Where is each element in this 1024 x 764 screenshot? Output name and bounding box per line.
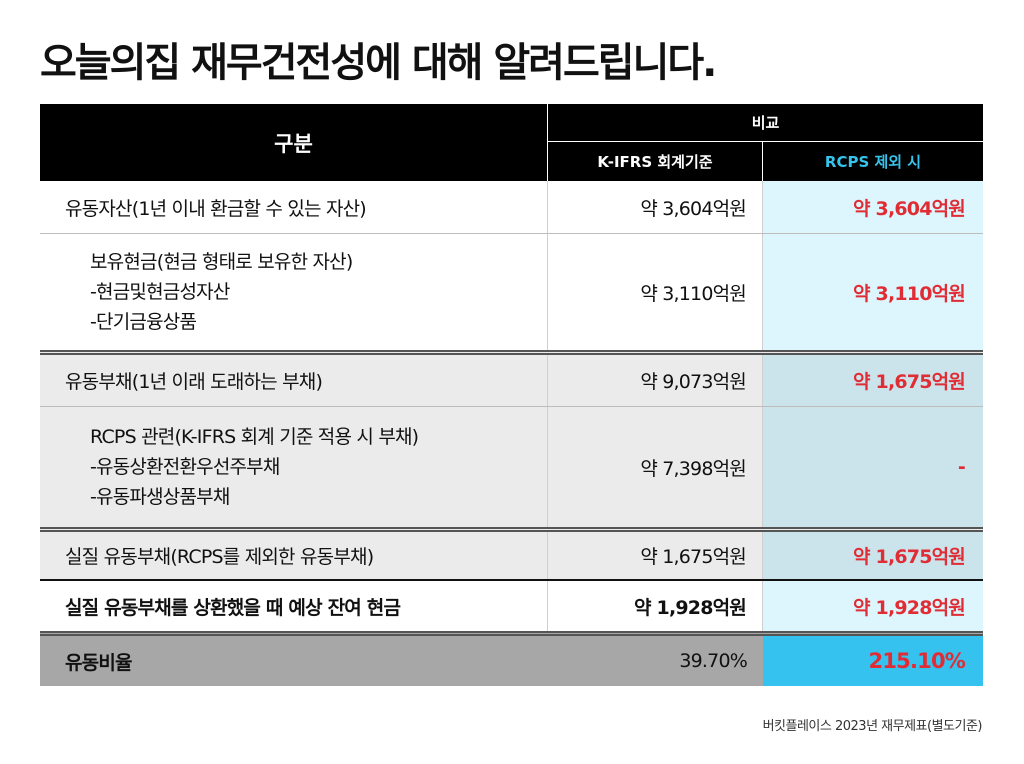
financial-table: 구분 비교 K-IFRS 회계기준 RCPS 제외 시 유동자산(1년 이내 환… — [40, 104, 983, 686]
header-category: 구분 — [40, 104, 548, 181]
kifrs-value: 약 9,073억원 — [548, 355, 763, 406]
table-header: 구분 비교 K-IFRS 회계기준 RCPS 제외 시 — [40, 104, 983, 181]
page-title: 오늘의집 재무건전성에 대해 알려드립니다. — [40, 40, 717, 86]
row-label: 보유현금(현금 형태로 보유한 자산) -현금및현금성자산 -단기금융상품 — [40, 234, 548, 350]
rcps-value: - — [763, 407, 983, 527]
kifrs-value: 39.70% — [679, 650, 747, 672]
row-label-line: RCPS 관련(K-IFRS 회계 기준 적용 시 부채) — [90, 426, 419, 448]
kifrs-value: 약 3,604억원 — [548, 181, 763, 233]
rcps-value: 약 3,110억원 — [763, 234, 983, 350]
table-row: 유동자산(1년 이내 환금할 수 있는 자산) 약 3,604억원 약 3,60… — [40, 181, 983, 233]
row-label-line: -유동파생상품부채 — [90, 486, 230, 508]
row-label: 유동비율 — [65, 651, 133, 674]
header-kifrs: K-IFRS 회계기준 — [548, 142, 763, 181]
row-label: 유동자산(1년 이내 환금할 수 있는 자산) — [40, 181, 548, 233]
row-label: 실질 유동부채(RCPS를 제외한 유동부채) — [40, 532, 548, 579]
rcps-value: 약 1,928억원 — [763, 581, 983, 631]
kifrs-value: 약 7,398억원 — [548, 407, 763, 527]
row-label: 실질 유동부채를 상환했을 때 예상 잔여 현금 — [40, 581, 548, 631]
rcps-value: 약 1,675억원 — [763, 355, 983, 406]
table-row: RCPS 관련(K-IFRS 회계 기준 적용 시 부채) -유동상환전환우선주… — [40, 406, 983, 527]
table-row: 실질 유동부채(RCPS를 제외한 유동부채) 약 1,675억원 약 1,67… — [40, 527, 983, 579]
table-row: 실질 유동부채를 상환했을 때 예상 잔여 현금 약 1,928억원 약 1,9… — [40, 579, 983, 631]
row-label-line: -현금및현금성자산 — [90, 281, 230, 303]
kifrs-value: 약 1,675억원 — [548, 532, 763, 579]
header-compare: 비교 — [548, 104, 983, 142]
row-label-line: 보유현금(현금 형태로 보유한 자산) — [90, 251, 353, 273]
header-rcps: RCPS 제외 시 — [824, 153, 922, 171]
row-label: 유동부채(1년 이래 도래하는 부채) — [40, 355, 548, 406]
table-row: 유동부채(1년 이래 도래하는 부채) 약 9,073억원 약 1,675억원 — [40, 350, 983, 406]
rcps-value: 약 3,604억원 — [763, 181, 983, 233]
rcps-value: 약 1,675억원 — [763, 532, 983, 579]
rcps-value: 215.10% — [763, 636, 983, 686]
current-ratio-row: 유동비율 39.70% 215.10% — [40, 631, 983, 686]
table-row: 보유현금(현금 형태로 보유한 자산) -현금및현금성자산 -단기금융상품 약 … — [40, 233, 983, 350]
row-label-line: -유동상환전환우선주부채 — [90, 456, 280, 478]
row-label: RCPS 관련(K-IFRS 회계 기준 적용 시 부채) -유동상환전환우선주… — [40, 407, 548, 527]
kifrs-value: 약 3,110억원 — [548, 234, 763, 350]
kifrs-value: 약 1,928억원 — [548, 581, 763, 631]
source-note: 버킷플레이스 2023년 재무제표(별도기준) — [762, 719, 983, 734]
row-label-line: -단기금융상품 — [90, 311, 197, 333]
